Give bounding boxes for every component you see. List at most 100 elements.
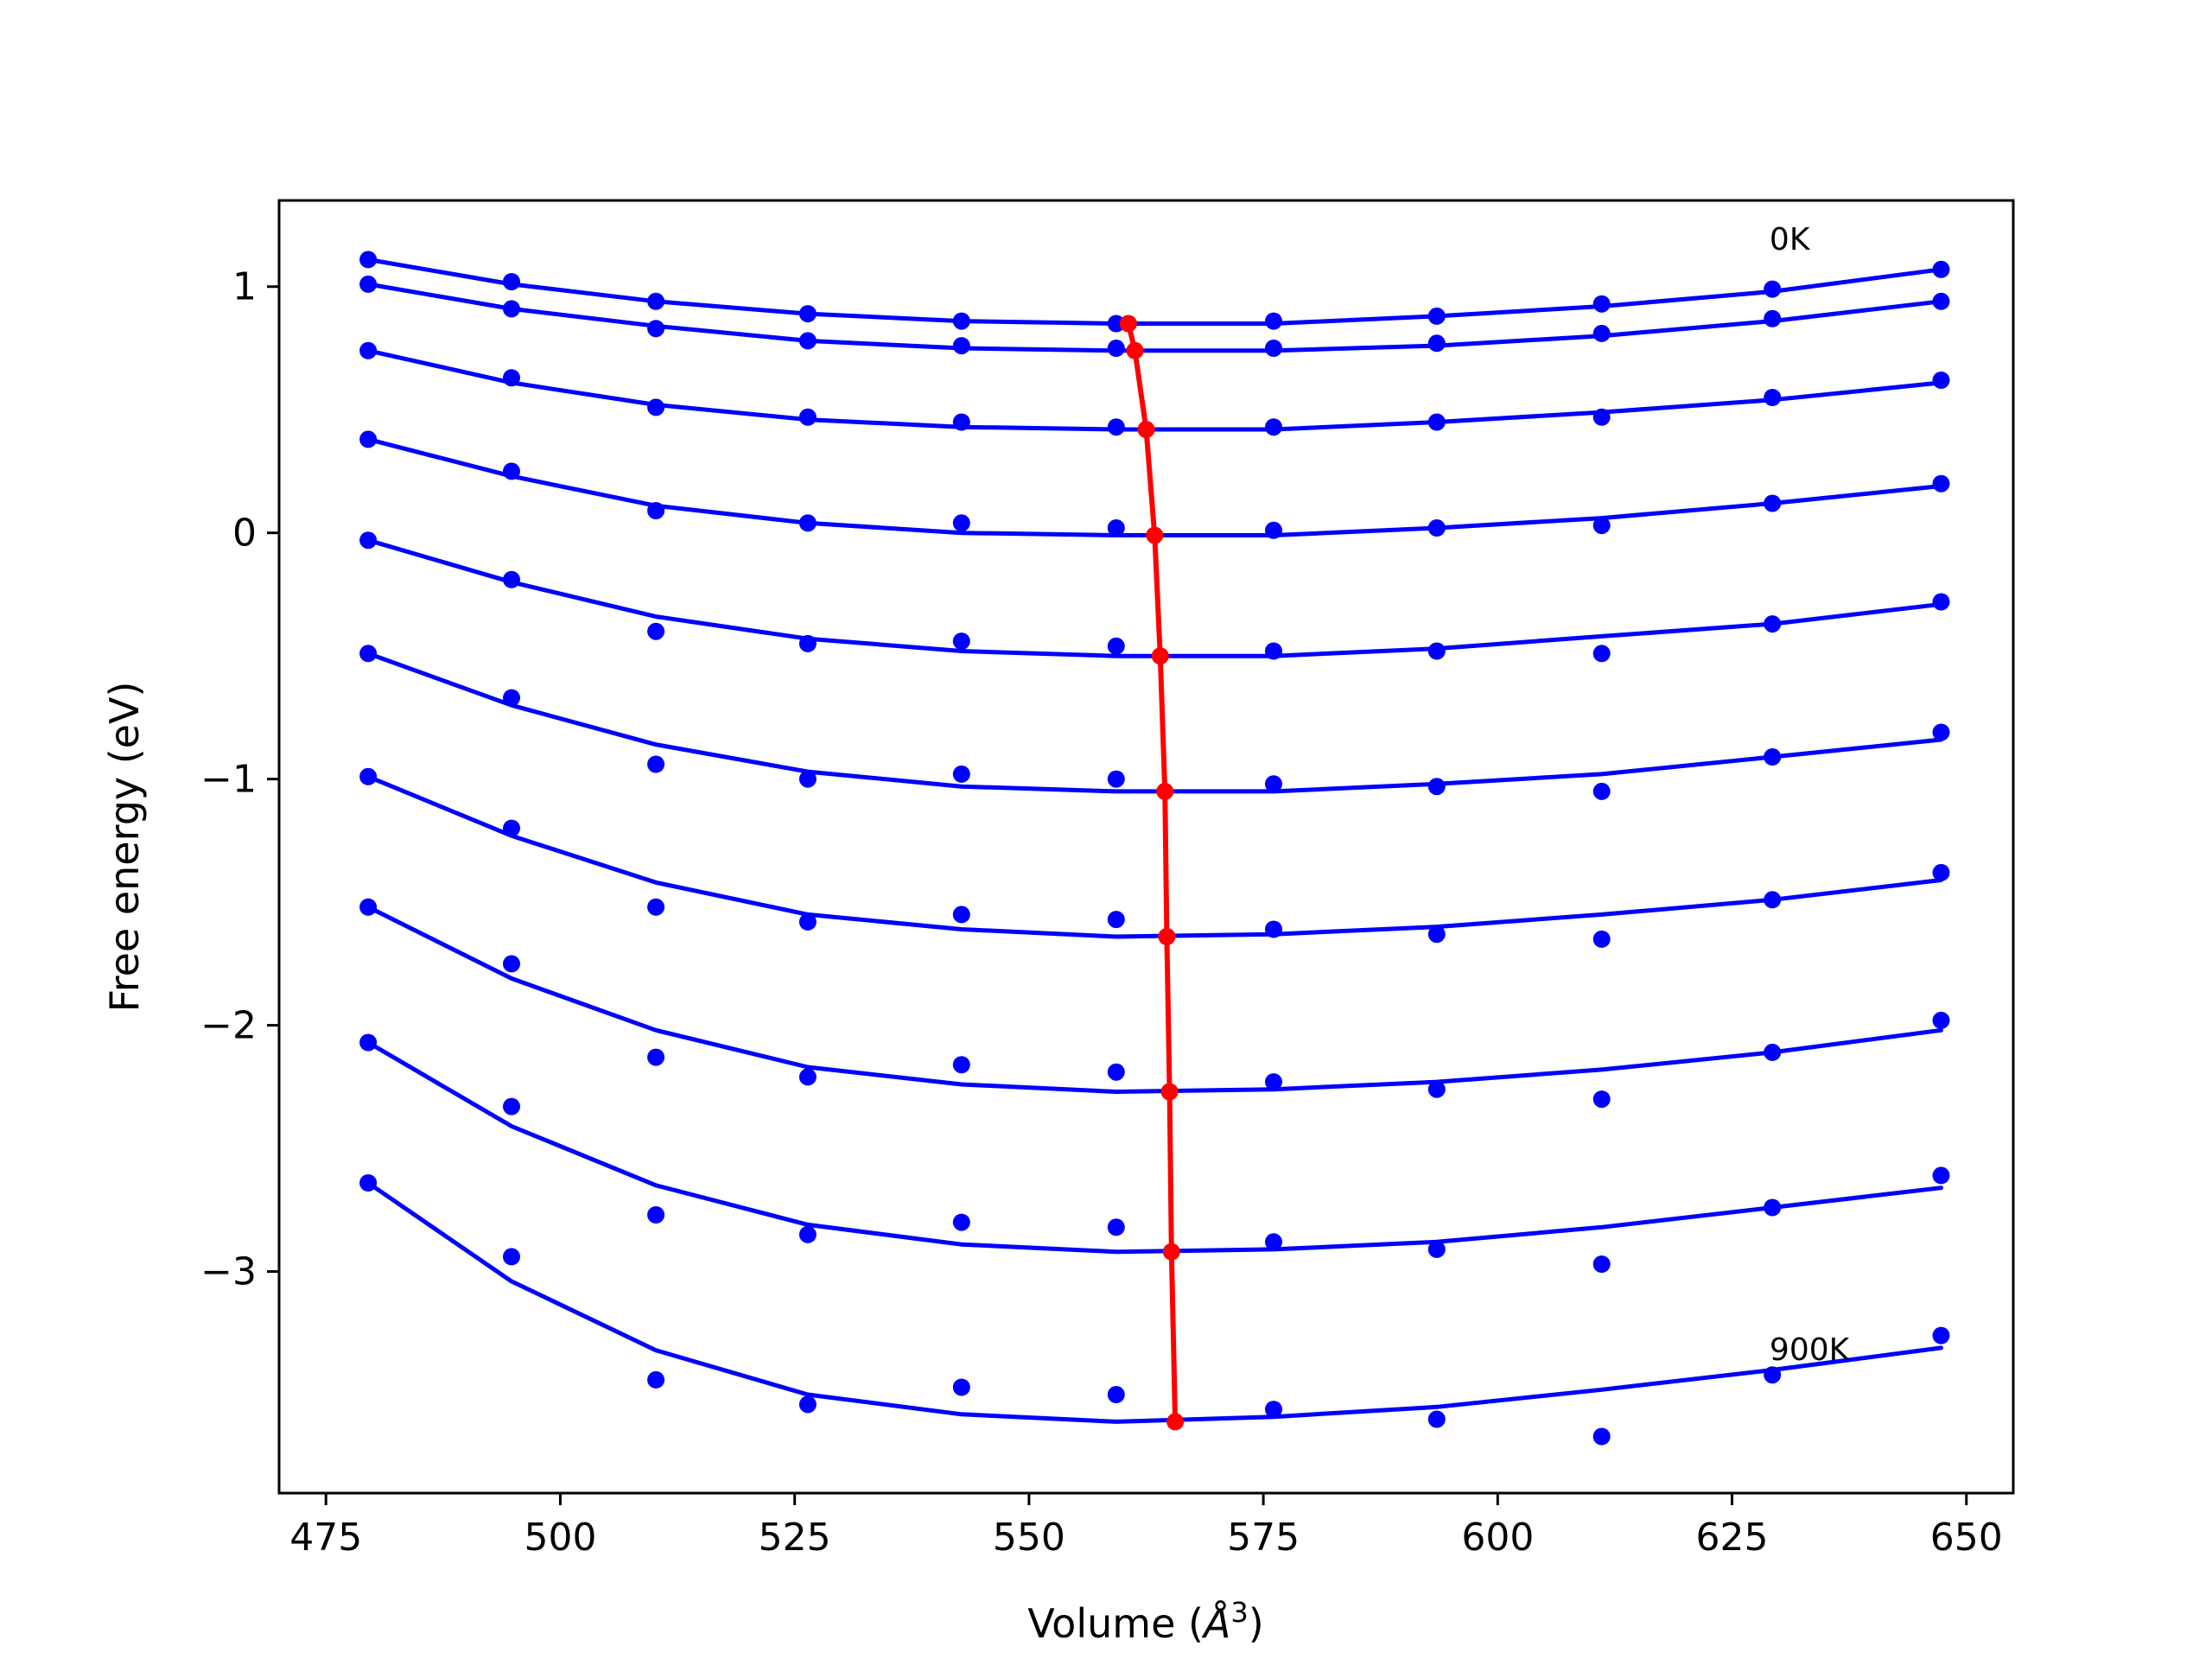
data-point: [1107, 911, 1125, 929]
x-axis-ticks: 475 500 525 550 575 600 625 650: [289, 1493, 2003, 1560]
data-point: [798, 912, 817, 931]
data-point: [798, 634, 817, 652]
data-point: [1764, 1198, 1782, 1217]
fit-curve: [365, 537, 1943, 658]
series-8: [359, 898, 1950, 1109]
data-point: [1427, 307, 1446, 325]
data-point: [1592, 645, 1611, 663]
x-axis-label-unit: Å: [1201, 1600, 1230, 1647]
data-point: [359, 275, 378, 293]
minimum-point: [1160, 1083, 1179, 1101]
y-axis-label: Free energy (eV): [101, 682, 148, 1013]
data-point: [952, 413, 970, 431]
data-point: [1427, 925, 1446, 944]
data-point: [1107, 340, 1125, 357]
data-point: [1265, 642, 1282, 660]
axes-frame: [277, 199, 2015, 1495]
data-point: [1265, 775, 1282, 793]
data-point: [503, 819, 520, 837]
data-point: [1932, 372, 1950, 389]
minimum-point: [1166, 1413, 1185, 1431]
minimum-path-line: [1125, 322, 1179, 1422]
data-point: [952, 1378, 970, 1396]
data-point: [952, 337, 970, 355]
data-point: [1764, 615, 1782, 633]
data-point: [1932, 593, 1950, 611]
data-point: [1592, 408, 1611, 426]
data-point: [359, 645, 378, 663]
data-point: [952, 632, 970, 651]
data-point: [647, 898, 665, 916]
series-1: [359, 251, 1950, 333]
data-point: [359, 1174, 378, 1192]
series-layer: [359, 251, 1950, 1446]
data-point: [1592, 1427, 1611, 1446]
minimum-point: [1158, 928, 1176, 945]
data-point: [1592, 1090, 1611, 1109]
series-9: [359, 1033, 1950, 1273]
data-point: [647, 1370, 665, 1389]
x-tick-label: 475: [289, 1516, 362, 1560]
data-point: [952, 514, 970, 532]
y-tick-label: 0: [232, 512, 257, 556]
series-4: [359, 430, 1950, 539]
x-tick-label: 550: [993, 1516, 1065, 1560]
data-point: [1932, 723, 1950, 741]
x-axis-label-close: ): [1249, 1600, 1264, 1647]
data-point: [1764, 891, 1782, 909]
data-point: [359, 898, 378, 916]
data-point: [1427, 334, 1446, 353]
data-point: [503, 273, 520, 290]
data-point: [359, 251, 378, 269]
minimum-point: [1156, 782, 1174, 800]
y-tick-label: −2: [200, 1004, 257, 1048]
annotation-layer: 0K 900K: [1770, 222, 1851, 1368]
annotation-label: 900K: [1770, 1332, 1851, 1368]
data-point: [798, 1395, 817, 1414]
series-6: [359, 645, 1950, 800]
data-point: [1592, 1255, 1611, 1273]
data-point: [359, 1033, 378, 1052]
data-point: [503, 689, 520, 707]
data-point: [1265, 1401, 1282, 1419]
data-point: [798, 305, 817, 323]
data-point: [1592, 324, 1611, 342]
data-point: [1427, 1410, 1446, 1428]
data-point: [1107, 1063, 1125, 1081]
minimum-point: [1162, 1243, 1180, 1261]
data-point: [1107, 1218, 1125, 1236]
data-point: [503, 1248, 520, 1266]
data-point: [503, 369, 520, 387]
x-tick-label: 525: [759, 1516, 831, 1560]
fit-curve: [365, 651, 1943, 794]
data-point: [647, 1206, 665, 1224]
data-point: [647, 502, 665, 519]
fit-curve: [365, 1040, 1943, 1255]
data-point: [1592, 517, 1611, 535]
data-point: [1107, 315, 1125, 333]
data-point: [359, 767, 378, 785]
data-point: [359, 430, 378, 448]
data-point: [1427, 1080, 1446, 1098]
data-point: [503, 570, 520, 588]
data-point: [503, 1097, 520, 1116]
data-point: [1764, 389, 1782, 406]
data-point: [503, 955, 520, 973]
data-point: [1265, 312, 1282, 330]
data-point: [1107, 1386, 1125, 1403]
series-2: [359, 275, 1950, 357]
data-point: [1592, 930, 1611, 948]
minimum-point: [1151, 647, 1169, 665]
data-point: [647, 1048, 665, 1066]
data-point: [798, 514, 817, 532]
minimum-path-layer: [1119, 315, 1185, 1431]
data-point: [647, 292, 665, 310]
data-point: [798, 1225, 817, 1243]
x-tick-label: 625: [1696, 1516, 1769, 1560]
x-tick-label: 500: [524, 1516, 596, 1560]
data-point: [503, 300, 520, 318]
data-point: [647, 622, 665, 640]
y-tick-label: −1: [200, 758, 257, 802]
data-point: [798, 770, 817, 788]
